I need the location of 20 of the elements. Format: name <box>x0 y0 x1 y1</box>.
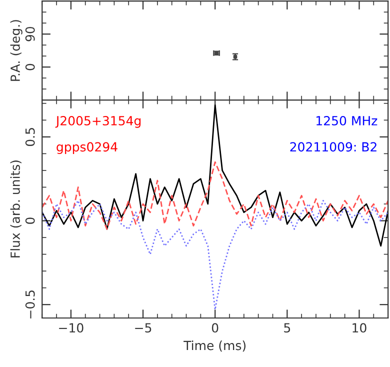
y-axis-title: P.A. (deg.) <box>10 20 22 81</box>
y-axis-title: Flux (arb. units) <box>10 160 22 258</box>
line-series <box>42 200 388 310</box>
y-tick-label: 0 <box>25 64 35 70</box>
x-axis-title: Time (ms) <box>184 340 246 352</box>
y-tick-label: 90 <box>25 26 35 42</box>
annotation: 1250 MHz <box>316 116 378 126</box>
line-series <box>42 161 388 230</box>
x-tick-label: 5 <box>284 323 290 333</box>
annotation: J2005+3154g <box>55 116 141 128</box>
annotation: gpps0294 <box>56 142 118 154</box>
line-series <box>42 104 388 247</box>
x-tick-label: −10 <box>59 323 84 333</box>
y-tick-label: −0.5 <box>25 290 35 318</box>
x-tick-label: 0 <box>212 323 218 333</box>
annotation: 20211009: B2 <box>290 142 376 152</box>
y-tick-label: 0.5 <box>25 128 35 146</box>
x-tick-label: 10 <box>352 323 366 333</box>
y-tick-label: 0 <box>25 218 35 224</box>
x-tick-label: −5 <box>135 323 152 333</box>
